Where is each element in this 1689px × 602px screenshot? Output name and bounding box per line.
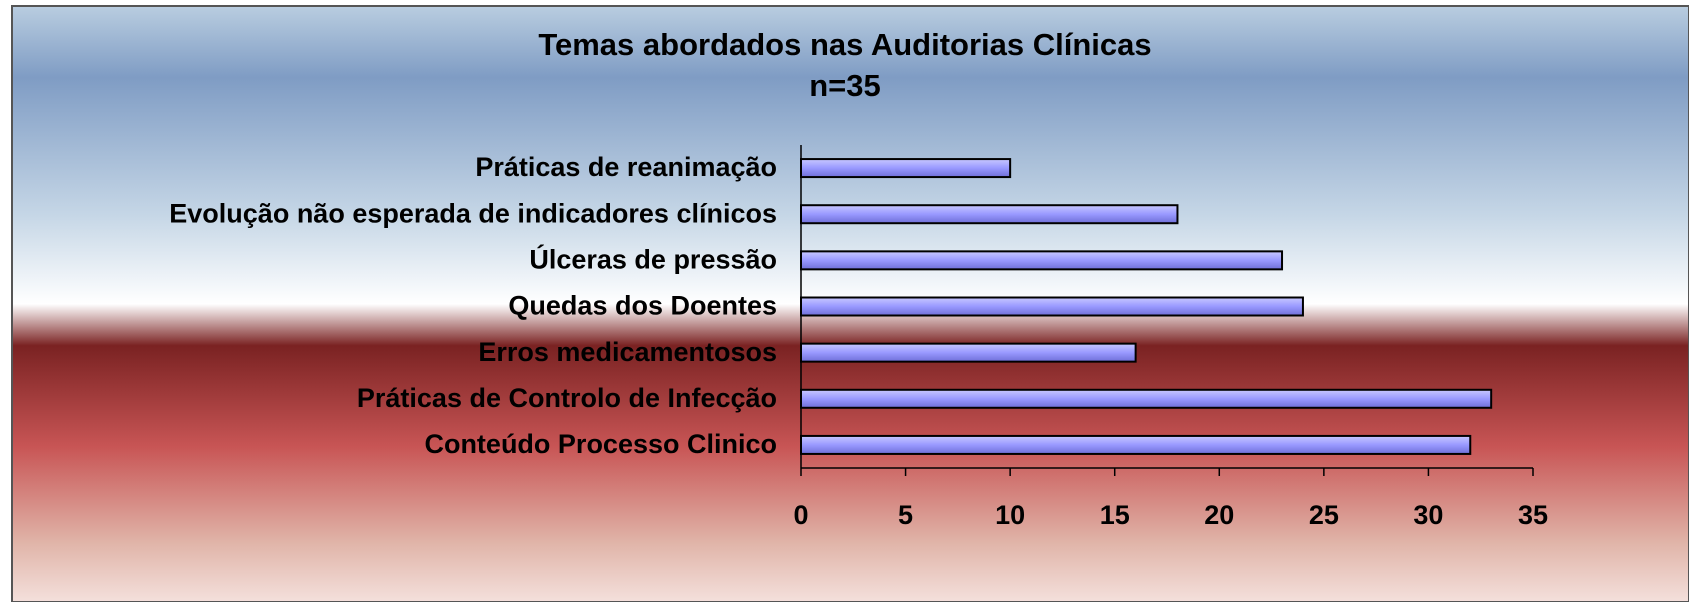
category-label: Conteúdo Processo Clinico bbox=[424, 429, 777, 459]
bar bbox=[800, 296, 1304, 317]
x-tick-label: 10 bbox=[995, 500, 1025, 530]
x-tick-label: 20 bbox=[1204, 500, 1234, 530]
bar bbox=[800, 250, 1284, 271]
bar bbox=[800, 342, 1137, 363]
x-tick-label: 15 bbox=[1100, 500, 1130, 530]
bar bbox=[800, 158, 1012, 179]
bar bbox=[800, 388, 1493, 409]
bar bbox=[800, 204, 1179, 225]
chart-title: Temas abordados nas Auditorias Clínicas bbox=[538, 27, 1151, 62]
category-label: Evolução não esperada de indicadores clí… bbox=[169, 198, 777, 228]
x-tick-label: 35 bbox=[1518, 500, 1548, 530]
bar bbox=[800, 434, 1472, 455]
category-label: Práticas de reanimação bbox=[475, 152, 777, 182]
category-label: Erros medicamentosos bbox=[478, 337, 777, 367]
category-label: Quedas dos Doentes bbox=[508, 291, 777, 321]
chart-subtitle: n=35 bbox=[809, 68, 881, 103]
x-tick-label: 0 bbox=[793, 500, 808, 530]
category-label: Práticas de Controlo de Infecção bbox=[357, 383, 777, 413]
category-label: Úlceras de pressão bbox=[529, 243, 777, 274]
x-tick-label: 30 bbox=[1413, 500, 1443, 530]
x-tick-label: 5 bbox=[898, 500, 913, 530]
x-tick-label: 25 bbox=[1309, 500, 1339, 530]
